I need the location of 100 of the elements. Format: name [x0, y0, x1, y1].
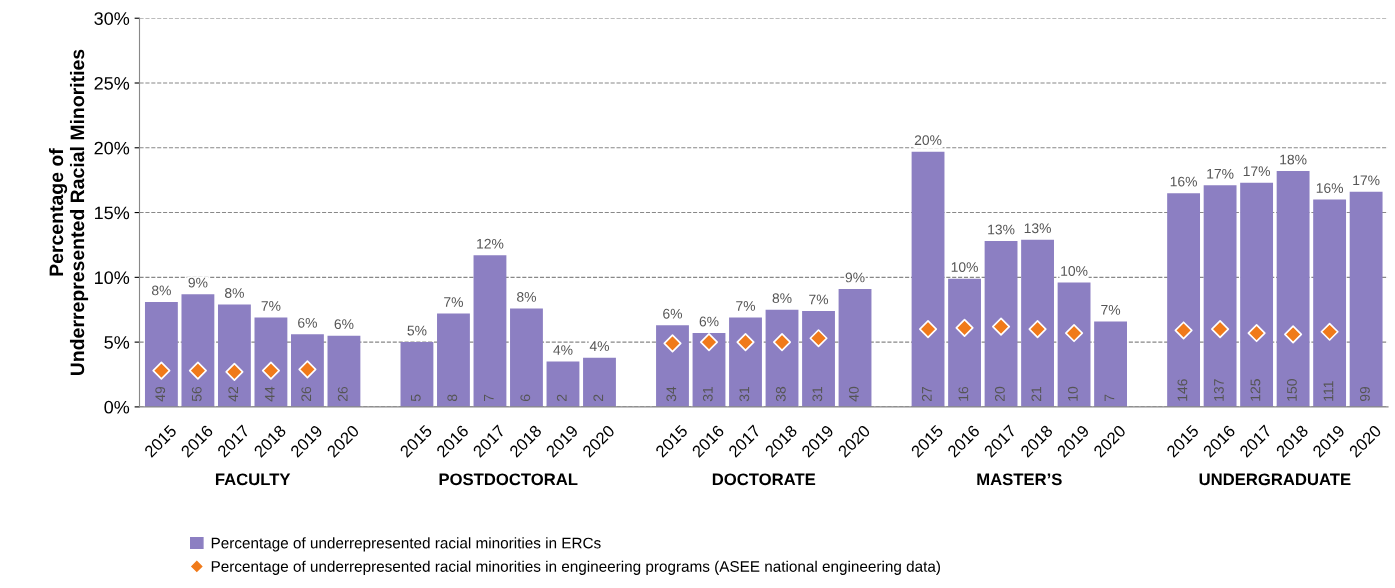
y-tick-label: 15% — [95, 206, 130, 220]
annotation: 26 — [301, 386, 312, 402]
point — [736, 333, 755, 352]
data-label: 17% — [1243, 166, 1271, 177]
annotation: 31 — [739, 386, 750, 402]
data-label: 8% — [151, 285, 171, 296]
annotation: 2 — [593, 394, 604, 402]
bar — [838, 289, 872, 407]
point — [1247, 323, 1266, 343]
point — [1028, 320, 1047, 339]
legend-label: Percentage of underrepresented racial minorities in engineering programs (ASEE national engineering data) — [211, 560, 940, 575]
y-axis-title: Percentage of Underrepresented Racial Minorities — [48, 49, 89, 376]
legend-label: Percentage of underrepresented racial minorities in ERCs — [211, 537, 601, 552]
bar — [729, 317, 762, 407]
y-tick-label: 10% — [95, 271, 130, 285]
data-label: 12% — [477, 238, 504, 249]
annotation: 125 — [1250, 379, 1261, 401]
data-label: 4% — [553, 345, 573, 355]
data-label: 6% — [298, 317, 317, 328]
data-label: 16% — [1316, 183, 1344, 193]
text: FACULTY — [215, 473, 291, 486]
bar — [254, 317, 288, 407]
annotation: 44 — [264, 386, 275, 402]
y-tick-label: 0% — [104, 400, 130, 414]
annotation: 8 — [447, 394, 458, 402]
bar — [437, 313, 470, 407]
point — [992, 317, 1011, 336]
text: MASTER’S — [977, 473, 1062, 486]
point — [1211, 320, 1230, 339]
point — [225, 362, 244, 381]
point — [955, 318, 974, 337]
annotation: 27 — [921, 386, 932, 402]
bar — [473, 255, 507, 407]
annotation: 31 — [702, 386, 713, 402]
annotation: 31 — [812, 386, 823, 402]
bar — [1349, 191, 1383, 407]
annotation: 16 — [958, 386, 969, 401]
annotation: 34 — [666, 386, 677, 402]
bar — [692, 333, 726, 407]
point — [188, 361, 207, 380]
bar — [1313, 199, 1347, 407]
bar — [984, 241, 1018, 407]
data-label: 8% — [224, 288, 244, 298]
data-label: 13% — [1024, 223, 1051, 234]
data-label: 7% — [261, 301, 281, 311]
data-label: 9% — [188, 277, 208, 288]
data-label: 8% — [772, 293, 792, 304]
data-label: 17% — [1207, 168, 1234, 179]
annotation: 137 — [1213, 379, 1224, 401]
point — [663, 334, 682, 353]
point — [1174, 321, 1193, 340]
point — [261, 361, 280, 380]
annotation: 49 — [155, 386, 166, 402]
annotation: 6 — [520, 394, 531, 402]
bar — [291, 334, 324, 407]
data-label: 7% — [444, 297, 463, 307]
data-label: 7% — [736, 301, 756, 311]
point — [1320, 322, 1339, 341]
data-label: 7% — [1101, 304, 1121, 315]
data-label: 16% — [1170, 176, 1197, 187]
bar — [583, 357, 616, 407]
bar — [1094, 321, 1127, 407]
y-tick-label: 5% — [104, 336, 130, 349]
data-label: 6% — [699, 316, 719, 327]
data-label: 7% — [809, 294, 829, 305]
annotation: 10 — [1067, 386, 1078, 401]
annotation: 2 — [556, 394, 567, 402]
bar — [546, 361, 580, 407]
bar — [948, 278, 981, 407]
bar — [217, 304, 251, 407]
bar — [1057, 282, 1091, 407]
data-label: 5% — [407, 325, 427, 336]
text: DOCTORATE — [712, 473, 816, 486]
annotation: 146 — [1177, 379, 1188, 401]
bar — [765, 309, 799, 407]
annotation: 40 — [848, 386, 859, 402]
bar — [1203, 185, 1237, 407]
data-label: 8% — [517, 291, 537, 302]
bar — [144, 301, 178, 407]
data-label: 4% — [589, 341, 610, 351]
annotation: 99 — [1360, 386, 1370, 402]
bar — [510, 308, 543, 407]
annotation: 42 — [228, 386, 239, 402]
annotation: 20 — [994, 386, 1005, 402]
point — [1284, 325, 1303, 344]
annotation: 26 — [337, 386, 348, 402]
annotation: 7 — [484, 394, 494, 401]
bar — [181, 294, 215, 407]
bar — [1276, 171, 1310, 407]
point — [152, 361, 171, 380]
point — [1065, 323, 1084, 343]
point — [809, 329, 828, 348]
data-label: 10% — [951, 262, 978, 272]
annotation: 21 — [1031, 386, 1042, 402]
bar — [327, 335, 361, 407]
y-tick-label: 25% — [94, 76, 130, 90]
point — [699, 333, 719, 352]
point — [772, 333, 792, 352]
text: UNDERGRADUATE — [1199, 473, 1351, 486]
annotation: 150 — [1287, 379, 1297, 401]
